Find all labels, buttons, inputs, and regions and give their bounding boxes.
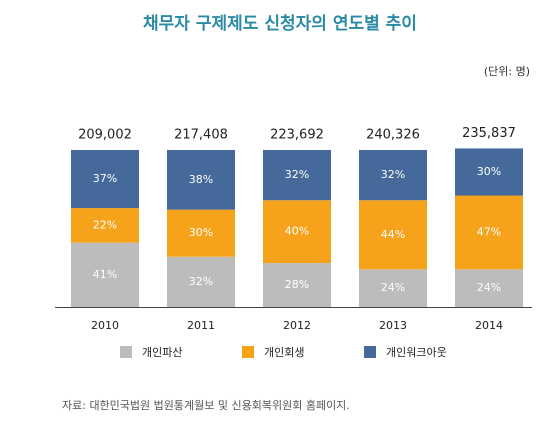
total-label: 240,326 [366,128,420,143]
legend-swatch [364,346,376,358]
bar-segment [263,263,331,307]
total-label: 217,408 [174,128,228,143]
bar-segment [167,256,235,307]
bar-segment [359,200,427,270]
segment-label: 28% [285,278,309,291]
segment-label: 47% [477,225,501,238]
segment-label: 30% [189,226,213,239]
segment-label: 32% [189,275,213,288]
bar-segment [455,148,523,196]
bar-segment [71,242,139,307]
bar-segment [167,209,235,257]
segment-label: 24% [381,281,405,294]
bar-segment [359,150,427,201]
unit-label: (단위: 명) [484,65,530,78]
total-label: 235,837 [462,126,516,141]
segment-label: 41% [93,268,117,281]
bar-segment [167,150,235,210]
bar-segment [263,150,331,201]
bar-segment [263,200,331,264]
segment-label: 32% [381,168,405,181]
legend-label: 개인파산 [142,346,182,359]
bar-segment [455,269,523,307]
chart-title: 채무자 구제제도 신청자의 연도별 추이 [143,13,417,34]
legend-label: 개인워크아웃 [386,346,447,359]
bar-segment [71,150,139,209]
segment-label: 32% [285,168,309,181]
legend-label: 개인회생 [264,346,304,359]
x-tick-label: 2010 [91,319,119,332]
segment-label: 22% [93,218,117,231]
x-tick-label: 2014 [475,319,503,332]
segment-label: 38% [189,173,213,186]
x-tick-label: 2011 [187,319,215,332]
total-label: 209,002 [78,128,132,143]
legend-swatch [120,346,132,358]
segment-label: 37% [93,172,117,185]
source-note: 자료: 대한민국법원 법원통계월보 및 신용회복위원회 홈페이지. [62,398,350,412]
bar-segment [359,269,427,307]
x-tick-label: 2012 [283,319,311,332]
segment-label: 24% [477,281,501,294]
total-label: 223,692 [270,128,324,143]
bar-segment [71,208,139,243]
legend-swatch [242,346,254,358]
bar-segment [455,195,523,270]
x-tick-label: 2013 [379,319,407,332]
segment-label: 30% [477,165,501,178]
segment-label: 40% [285,225,309,238]
segment-label: 44% [381,228,405,241]
